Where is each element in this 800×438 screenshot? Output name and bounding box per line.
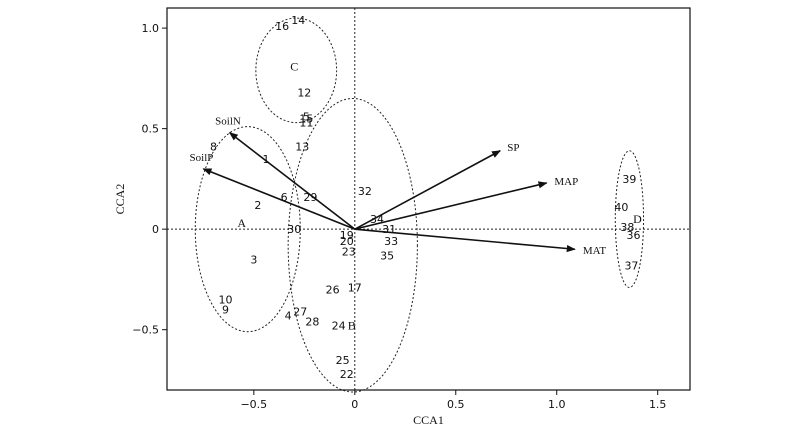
site-label: 32 (358, 185, 372, 198)
site-label: 6 (281, 191, 288, 204)
site-label: 13 (295, 141, 309, 154)
site-label: 14 (291, 14, 305, 27)
group-label-a: A (237, 216, 246, 230)
group-label-c: C (290, 59, 298, 73)
site-label: 38 (620, 221, 634, 234)
x-axis-title: CCA1 (413, 413, 444, 427)
zero-reference-lines (167, 8, 690, 390)
site-label: 35 (380, 249, 394, 262)
vector-arrow-sp (354, 150, 501, 230)
site-label: 40 (614, 201, 628, 214)
site-label: 1 (262, 153, 269, 166)
site-label: 24 (332, 320, 346, 333)
x-tick-label: −0.5 (240, 398, 267, 411)
site-label: 5 (303, 111, 310, 124)
site-label: 19 (340, 229, 354, 242)
y-axis-ticks: −0.5 0 0.5 1.0 (132, 22, 167, 337)
group-label-b: B (348, 319, 356, 333)
site-label: 29 (303, 191, 317, 204)
x-tick-label: 1.0 (548, 398, 566, 411)
site-labels: 1234568910111213141516171920222324252627… (210, 14, 641, 381)
site-label: 9 (222, 304, 229, 317)
site-label: 15 (299, 113, 313, 126)
y-tick-label: 1.0 (142, 22, 160, 35)
site-label: 26 (326, 283, 340, 296)
y-tick-label: −0.5 (132, 324, 159, 337)
site-label: 11 (299, 117, 313, 130)
vector-label-sp: SP (507, 142, 519, 154)
site-label: 8 (210, 141, 217, 154)
group-label-d: D (633, 212, 642, 226)
site-label: 10 (219, 294, 233, 307)
group-ellipse-b (287, 97, 418, 393)
x-tick-label: 0 (351, 398, 358, 411)
environment-vectors: SoilN SoilP SP MAP MAT (190, 116, 607, 257)
group-ellipse-d (614, 150, 645, 288)
site-label: 2 (254, 199, 261, 212)
site-label: 17 (348, 281, 362, 294)
site-label: 37 (624, 259, 638, 272)
x-tick-label: 0.5 (447, 398, 465, 411)
vector-label-mat: MAT (583, 245, 607, 257)
y-tick-label: 0.5 (142, 123, 160, 136)
x-tick-label: 1.5 (649, 398, 667, 411)
plot-frame (166, 7, 691, 391)
y-axis-title: CCA2 (113, 184, 127, 215)
site-label: 28 (305, 316, 319, 329)
vector-label-soilp: SoilP (190, 152, 214, 164)
site-label: 4 (285, 310, 292, 323)
y-tick-label: 0 (152, 223, 159, 236)
site-label: 34 (370, 213, 384, 226)
vector-label-map: MAP (554, 176, 578, 188)
site-label: 30 (287, 223, 301, 236)
site-label: 12 (297, 86, 311, 99)
site-label: 27 (293, 306, 307, 319)
vector-arrow-mat (354, 228, 576, 253)
x-axis-ticks: −0.5 0 0.5 1.0 1.5 (240, 390, 666, 411)
site-label: 36 (626, 229, 640, 242)
site-label: 25 (336, 354, 350, 367)
site-label: 20 (340, 235, 354, 248)
site-label: 23 (342, 245, 356, 258)
site-label: 39 (622, 173, 636, 186)
plot-border (166, 7, 691, 391)
site-label: 31 (382, 223, 396, 236)
group-ellipses: A B C D (194, 17, 645, 393)
site-label: 16 (275, 20, 289, 33)
vector-label-soiln: SoilN (215, 116, 241, 128)
site-label: 33 (384, 235, 398, 248)
site-label: 3 (250, 253, 257, 266)
vector-arrow-soiln (228, 132, 356, 230)
group-ellipse-c (255, 17, 338, 124)
group-ellipse-a (194, 126, 301, 333)
vector-arrow-map (354, 181, 548, 230)
vector-arrow-soilp (202, 168, 356, 230)
site-label: 22 (340, 368, 354, 381)
